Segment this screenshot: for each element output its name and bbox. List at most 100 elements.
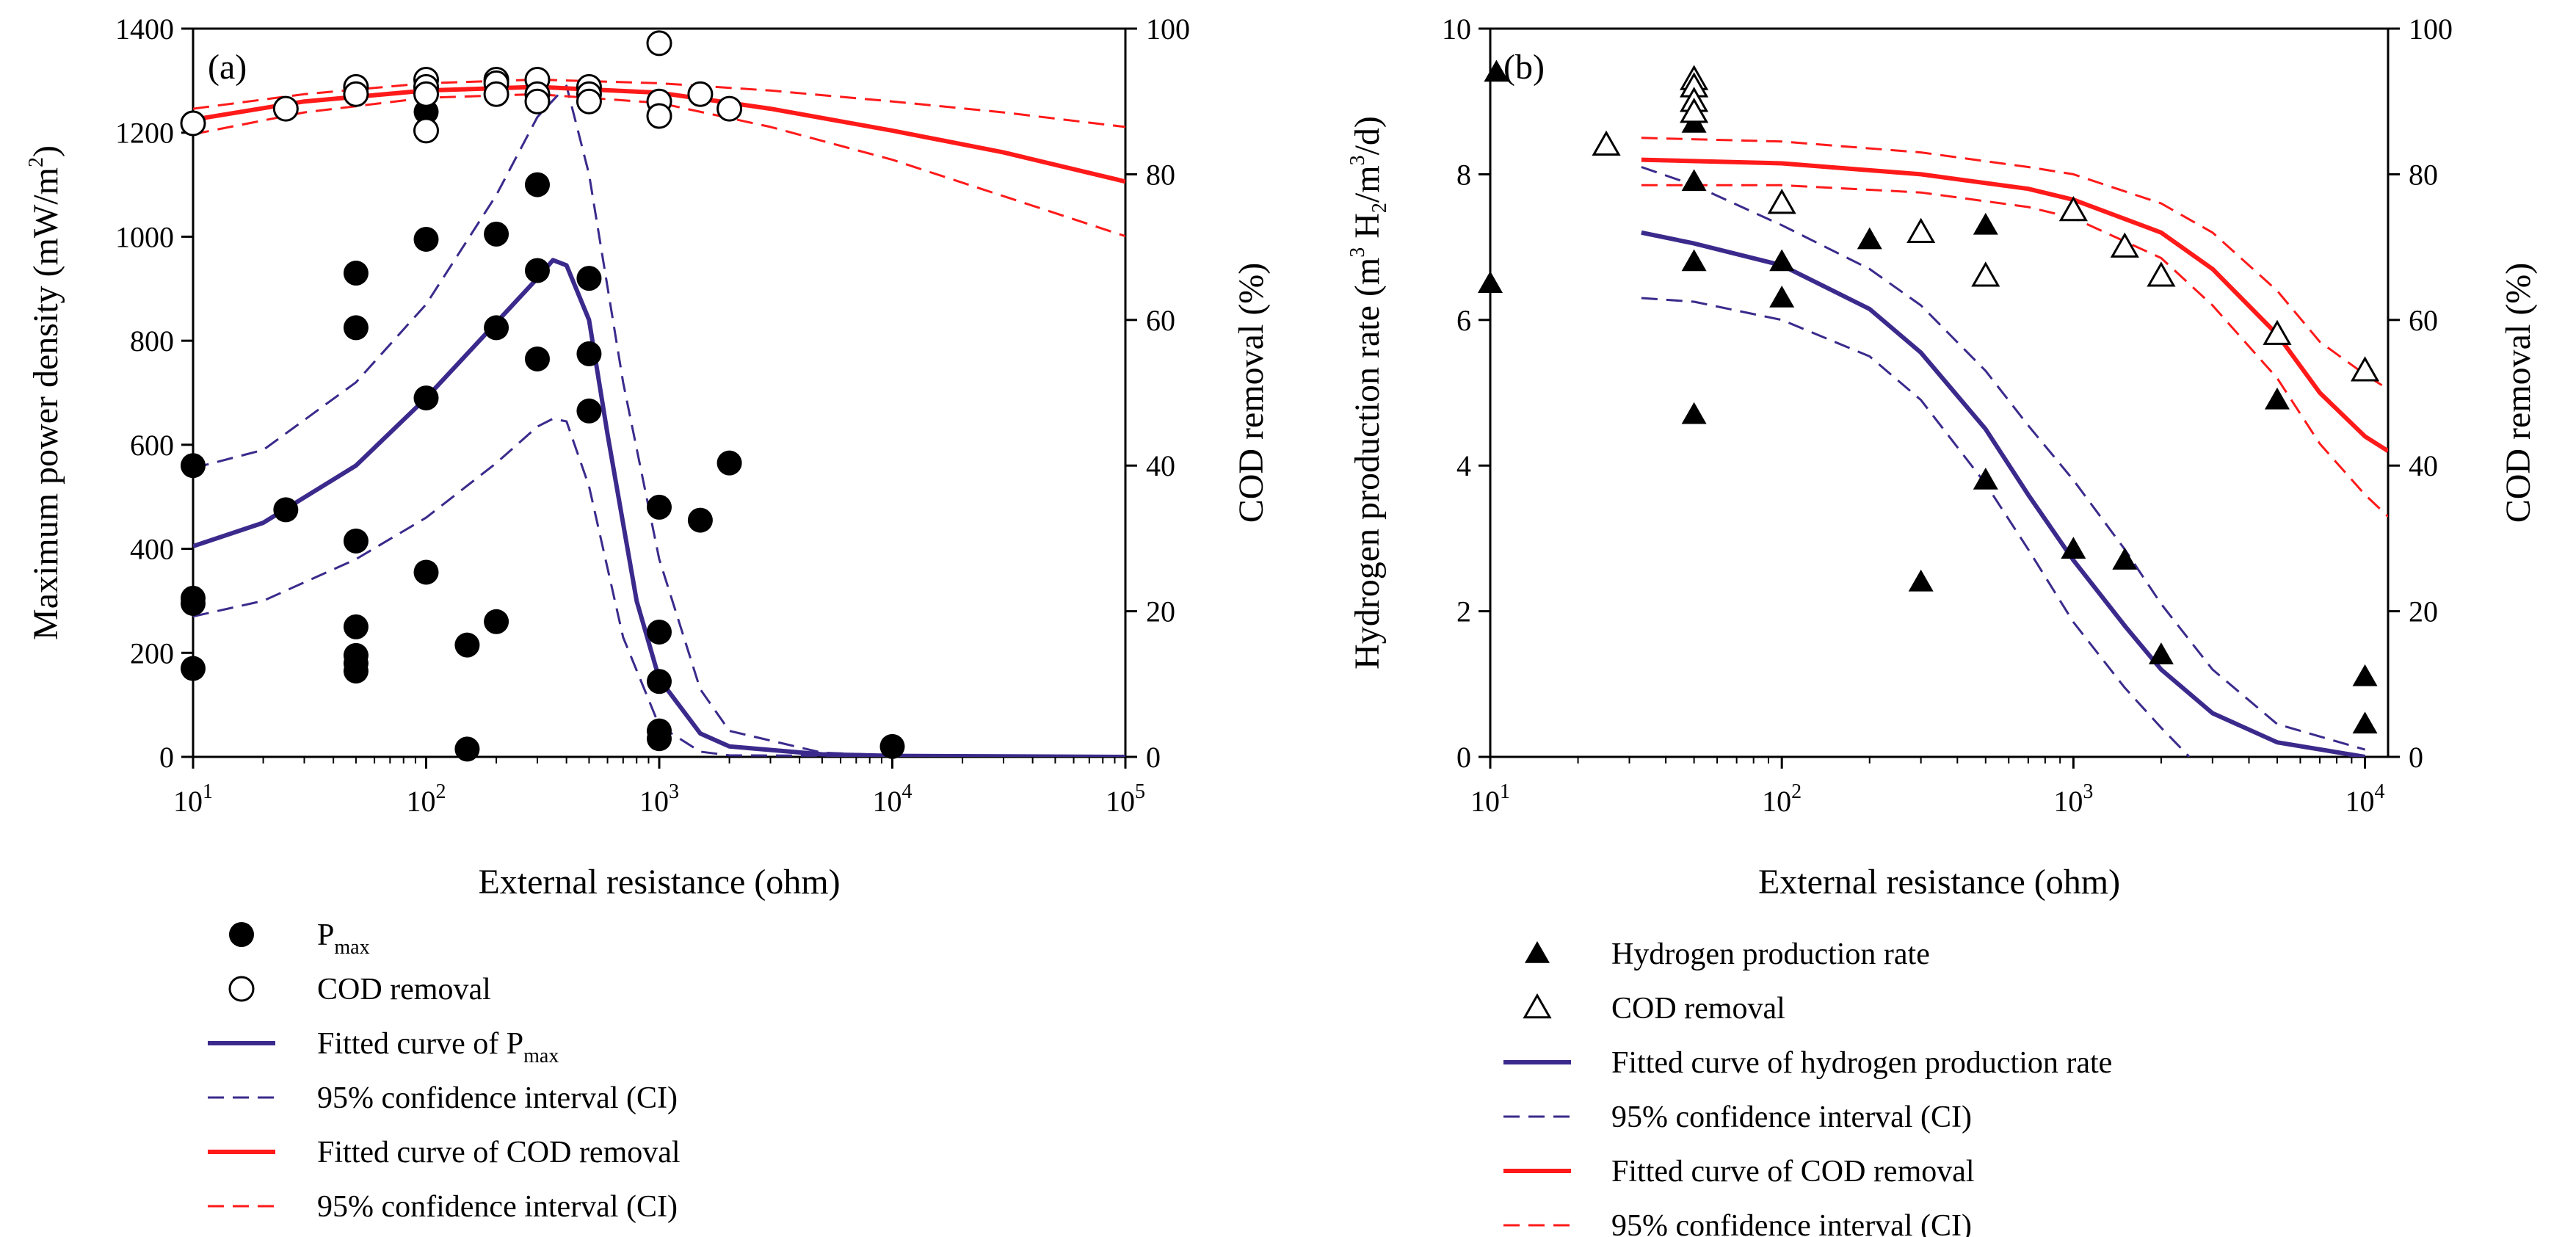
legend-label: 95% confidence interval (CI) — [1611, 1100, 1972, 1134]
y-right-tick-label: 60 — [1146, 304, 1175, 337]
data-point — [2112, 548, 2138, 570]
plot-frame — [192, 27, 1127, 758]
legend-marker-symbol — [229, 922, 254, 947]
legend-label: Fitted curve of COD removal — [317, 1136, 681, 1169]
y-left-title-sup: 3 — [1346, 155, 1369, 165]
data-point — [413, 99, 439, 125]
x-axis-title: External resistance (ohm) — [478, 863, 840, 902]
y-left-tick-label: 2 — [1456, 595, 1471, 628]
confidence-interval-curve — [1641, 166, 2366, 751]
data-point — [646, 103, 672, 129]
y-left-tick-label: 0 — [1456, 741, 1471, 774]
data-point — [2110, 232, 2139, 258]
x-tick-label: 102 — [407, 780, 446, 818]
data-point — [343, 614, 369, 639]
y-left-title-text: Maximum power density (mW/m — [26, 167, 65, 640]
y-left-title-text: /d) — [1348, 116, 1387, 155]
data-point — [716, 95, 743, 122]
legend-label: Fitted curve of Pmax — [317, 1027, 559, 1067]
x-tick-label: 101 — [173, 780, 213, 818]
data-point — [1973, 468, 1998, 490]
x-tick-exponent: 3 — [2083, 780, 2093, 803]
series-filled-circle — [181, 99, 905, 762]
fitted-curve — [1641, 157, 2388, 453]
series-open-triangle — [1592, 65, 2380, 382]
data-point — [647, 494, 672, 520]
data-point — [524, 172, 550, 197]
data-point — [1484, 59, 1509, 82]
y-right-tick-label: 100 — [2409, 12, 2453, 46]
series-open-circle — [180, 30, 743, 144]
data-point — [343, 261, 369, 286]
x-tick-base: 10 — [407, 785, 436, 818]
legend-label-text: Fitted curve of P — [317, 1027, 523, 1061]
data-point — [1908, 569, 1934, 592]
data-point — [484, 609, 509, 634]
legend-marker-symbol — [228, 976, 255, 1002]
data-point — [1971, 261, 2000, 287]
data-point — [576, 266, 602, 291]
data-point — [343, 659, 369, 684]
data-point — [272, 95, 299, 122]
y-left-tick-label: 1200 — [115, 117, 174, 150]
data-point — [1769, 286, 1795, 308]
data-point — [1681, 169, 1707, 192]
y-left-title-text: /m — [1348, 165, 1387, 203]
legend: Hydrogen production rate COD removal Fitte… — [1503, 937, 2112, 1237]
curves — [1641, 137, 2388, 757]
confidence-interval-curve — [193, 92, 1125, 238]
y-left-title-text: Hydrogen production rate (m — [1348, 258, 1387, 670]
legend-label-sub: max — [523, 1045, 559, 1067]
y-left-title-sub: 2 — [1368, 203, 1391, 213]
plot-frame — [1489, 27, 2390, 758]
data-point — [879, 733, 905, 759]
legend-label-text: COD removal — [1611, 992, 1785, 1026]
x-tick-exponent: 3 — [669, 780, 679, 803]
x-tick-base: 10 — [639, 785, 669, 818]
data-point — [454, 632, 480, 658]
data-point — [413, 385, 439, 411]
x-tick-label: 105 — [1106, 780, 1145, 818]
legend-label-text: Fitted curve of COD removal — [1611, 1155, 1975, 1189]
x-tick-base: 10 — [1106, 785, 1135, 818]
legend-label: 95% confidence interval (CI) — [1611, 1209, 1972, 1237]
confidence-interval-curve — [1641, 137, 2388, 391]
data-point — [2350, 356, 2380, 382]
x-tick-label: 103 — [2053, 780, 2093, 818]
data-point — [1769, 249, 1795, 272]
y-left-title-sup: 2 — [25, 157, 48, 167]
x-tick-exponent: 4 — [2375, 780, 2385, 803]
x-tick-base: 10 — [2345, 785, 2375, 818]
y-right-tick-label: 80 — [2409, 158, 2438, 191]
legend-label-text: Hydrogen production rate — [1611, 937, 1930, 971]
data-point — [181, 453, 206, 479]
confidence-interval-curve — [1641, 184, 2388, 518]
x-tick-exponent: 4 — [902, 780, 913, 803]
data-point — [1681, 249, 1707, 272]
data-point — [181, 590, 206, 616]
data-point — [524, 88, 551, 115]
y-right-tick-label: 0 — [1146, 741, 1161, 774]
data-point — [646, 30, 672, 57]
legend-label-text: Fitted curve of COD removal — [317, 1136, 681, 1169]
data-point — [1478, 271, 1503, 293]
data-point — [181, 656, 206, 681]
data-point — [343, 315, 369, 341]
confidence-interval-curve — [193, 417, 1125, 757]
data-point — [1680, 98, 1709, 123]
data-point — [483, 81, 509, 107]
data-point — [716, 450, 742, 476]
x-tick-base: 10 — [1762, 785, 1791, 818]
data-point — [647, 669, 672, 694]
x-tick-label: 103 — [639, 780, 679, 818]
legend-marker-symbol — [1525, 941, 1550, 963]
y-left-tick-label: 1400 — [115, 12, 174, 46]
data-point — [180, 110, 206, 137]
y-right-tick-label: 100 — [1146, 12, 1190, 46]
y-left-title-text: H — [1348, 213, 1387, 247]
series-filled-triangle — [1478, 59, 2378, 734]
x-tick-exponent: 2 — [1791, 780, 1802, 803]
data-point — [2061, 537, 2086, 559]
data-point — [1857, 227, 1882, 250]
x-tick-label: 102 — [1762, 780, 1802, 818]
